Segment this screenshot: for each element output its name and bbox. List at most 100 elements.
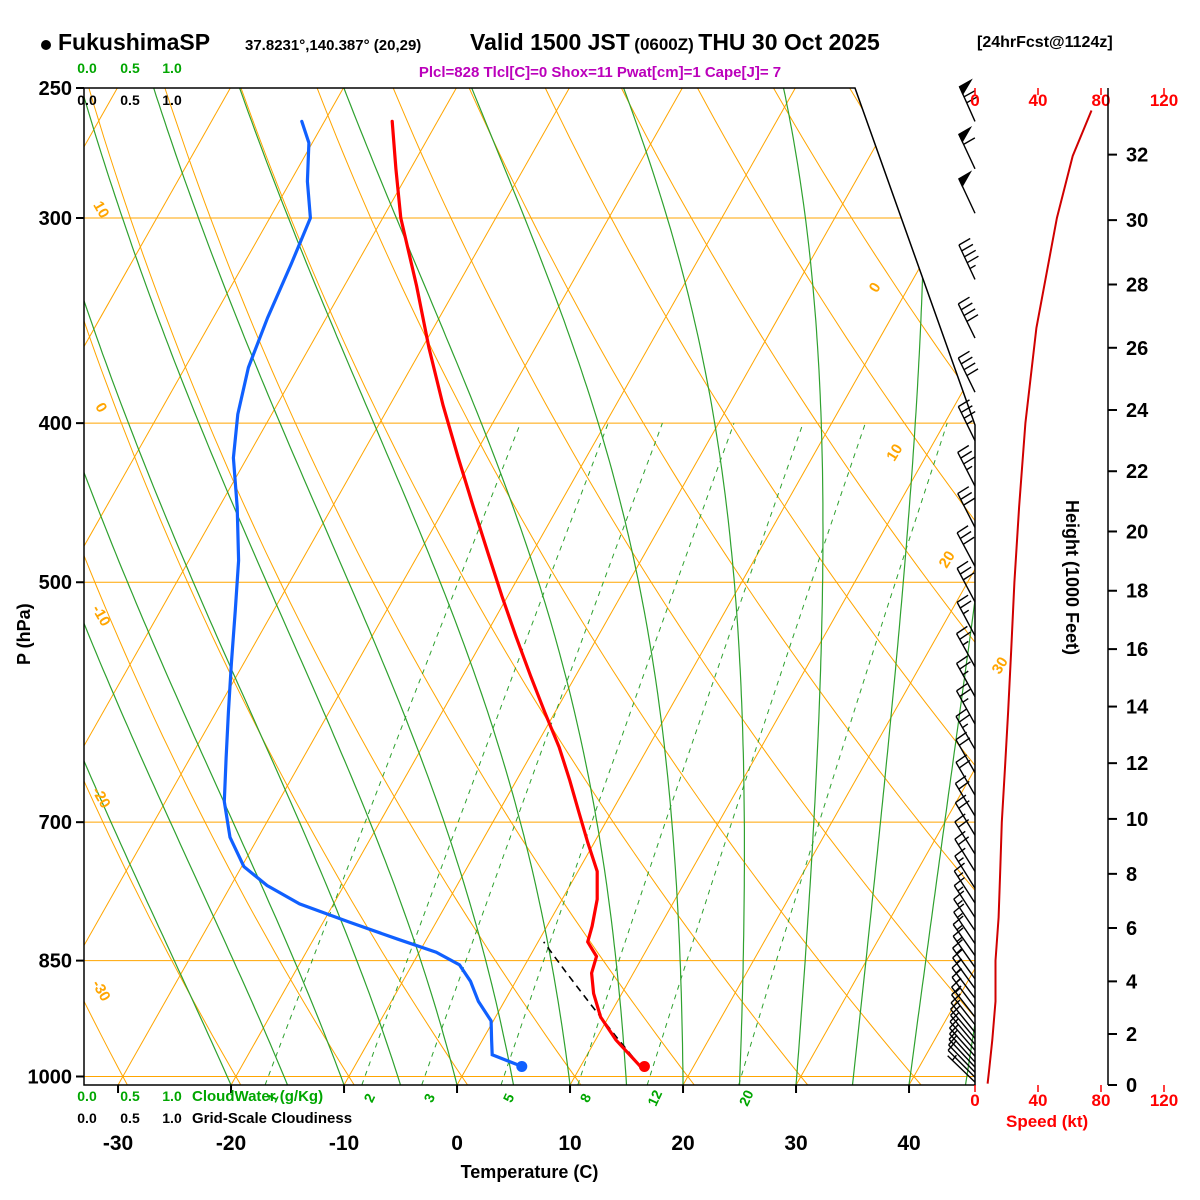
pressure-tick-label: 500 <box>39 572 72 594</box>
green-grid <box>84 88 975 1085</box>
wind-barb-full <box>960 405 973 414</box>
wind-barb-half <box>956 925 963 931</box>
wind-barb-staff <box>954 838 976 872</box>
wind-barb-full <box>966 314 979 323</box>
wind-barb-full <box>960 491 973 500</box>
wind-barb-staff <box>948 1044 976 1073</box>
pressure-tick-label: 1000 <box>28 1066 73 1088</box>
speed-tick-label-bottom: 120 <box>1150 1091 1178 1110</box>
wind-barb-full <box>953 890 965 900</box>
dry-adiabat-line <box>620 88 975 1085</box>
temperature-tick-label: -20 <box>216 1132 246 1155</box>
wind-barb-full <box>960 302 973 311</box>
wind-barb-half <box>955 987 961 993</box>
dry-adiabat-line <box>84 88 242 1085</box>
temperature-tick-label: 30 <box>784 1132 807 1155</box>
wind-barb-staff <box>948 1038 976 1068</box>
temperature-tick-label: -30 <box>103 1132 133 1155</box>
wind-barb-half <box>956 912 963 919</box>
wind-barb-full <box>960 450 973 459</box>
height-tick-label: 2 <box>1126 1024 1137 1046</box>
wind-barbs <box>947 78 979 1083</box>
valid-time-main: Valid 1500 JST <box>470 29 630 55</box>
wind-barb-staff <box>950 1008 976 1039</box>
dry-adiabat-line <box>164 88 695 1085</box>
wind-barb-full <box>953 862 965 872</box>
dry-adiabat-line <box>697 88 975 1085</box>
wind-barb-half <box>957 857 964 863</box>
moist-adiabat-line <box>782 88 824 1085</box>
dry-adiabat-line <box>392 88 975 1085</box>
parcel-path <box>543 941 642 1067</box>
wind-barb-full <box>958 713 971 723</box>
wind-barb-full <box>959 566 972 575</box>
isotherm-line <box>117 88 683 1085</box>
wind-barb-half <box>962 640 969 646</box>
surface-dewpoint-dot <box>516 1060 528 1072</box>
moist-adiabat-line <box>84 88 402 1085</box>
height-axis-title: Height (1000 Feet) <box>1062 500 1082 656</box>
valid-time-zulu: (0600Z) <box>634 35 694 54</box>
pressure-tick-label: 250 <box>39 78 72 100</box>
wind-barb-staff <box>953 898 976 932</box>
temperature-tick-label: 0 <box>451 1132 463 1155</box>
isotherm-line <box>84 88 231 1085</box>
wind-barb-half <box>956 948 962 954</box>
height-tick-label: 10 <box>1126 809 1148 831</box>
height-tick-label: 20 <box>1126 521 1148 543</box>
speed-tick-label-top: 0 <box>970 91 979 110</box>
wind-barb-full <box>956 655 968 664</box>
pressure-tick-label: 850 <box>39 951 72 973</box>
height-tick-label: 22 <box>1126 461 1148 483</box>
mixing-ratio-line <box>264 422 521 1085</box>
isotherm-label: 10 <box>883 441 906 464</box>
cloudiness-b-0: 0.0 <box>77 1110 97 1126</box>
wind-barb-full <box>953 876 965 887</box>
isotherm-line <box>343 88 909 1085</box>
mixing-ratio-line <box>500 422 735 1085</box>
wind-barb-staff <box>950 1014 976 1045</box>
wind-barb-full <box>956 525 969 534</box>
valid-time-date: THU 30 Oct 2025 <box>698 29 880 55</box>
speed-tick-label-bottom: 40 <box>1029 1091 1048 1110</box>
height-tick-label: 8 <box>1126 864 1137 886</box>
dry-adiabat-line <box>84 88 469 1085</box>
wind-barb-full <box>959 530 972 540</box>
wind-barb-half <box>955 968 962 974</box>
wind-barb-full <box>950 1005 961 1016</box>
height-tick-label: 24 <box>1126 400 1149 422</box>
surface-temperature-dot <box>638 1060 650 1072</box>
moist-adiabat-line <box>343 88 628 1085</box>
wind-barb-full <box>966 95 979 104</box>
isotherm-line <box>84 88 457 1085</box>
dry-adiabat-line <box>773 88 975 1085</box>
pressure-tick-label: 700 <box>39 812 72 834</box>
moist-adiabat-line <box>84 88 345 1085</box>
wind-barb-full <box>955 708 968 717</box>
station-name: FukushimaSP <box>58 29 211 55</box>
wind-barb-full <box>954 847 966 857</box>
height-tick-label: 16 <box>1126 639 1148 661</box>
isotherm-line <box>84 88 570 1085</box>
wind-barb-full <box>963 456 976 465</box>
wind-barb-full <box>954 830 966 840</box>
wind-barb-half <box>956 899 963 906</box>
cloudiness-scale-1: 1.0 <box>162 92 182 108</box>
wind-barb-staff <box>950 1002 976 1033</box>
mixing-ratio-line <box>421 422 663 1085</box>
height-tick-label: 6 <box>1126 918 1137 940</box>
cloudiness-scale-0: 0.0 <box>77 92 97 108</box>
pressure-tick-label: 400 <box>39 413 72 435</box>
wind-barb-full <box>956 682 968 692</box>
wind-barb-full <box>959 631 971 640</box>
wind-barb-full <box>948 1034 958 1046</box>
wind-barb-full <box>948 1029 959 1040</box>
cloudwater-scale-1: 1.0 <box>162 60 182 76</box>
height-tick-label: 26 <box>1126 338 1148 360</box>
wind-barb-full <box>962 572 975 581</box>
wind-barb-full <box>957 350 970 359</box>
cloudwater-scale-0: 0.0 <box>77 60 97 76</box>
isotherm-line <box>569 88 975 1085</box>
isotherm-line <box>230 88 796 1085</box>
